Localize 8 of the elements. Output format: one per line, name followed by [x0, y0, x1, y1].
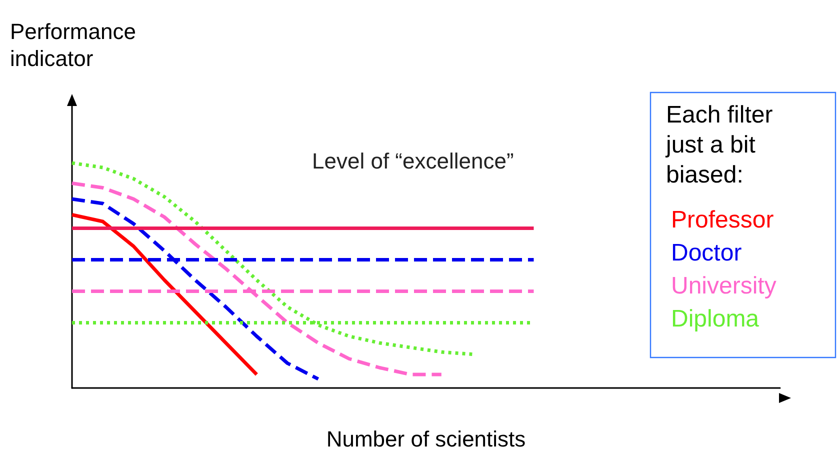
legend-title: Each filter just a bit biased:: [665, 102, 773, 188]
text: Diploma: [671, 306, 760, 332]
annotation: Level of “excellence”: [312, 148, 514, 174]
y-axis-title: Performance indicator: [10, 19, 136, 71]
x-axis-title: Number of scientists: [326, 426, 526, 452]
text: University: [671, 272, 776, 300]
text: Professor: [671, 206, 774, 234]
text: Doctor: [671, 240, 742, 266]
